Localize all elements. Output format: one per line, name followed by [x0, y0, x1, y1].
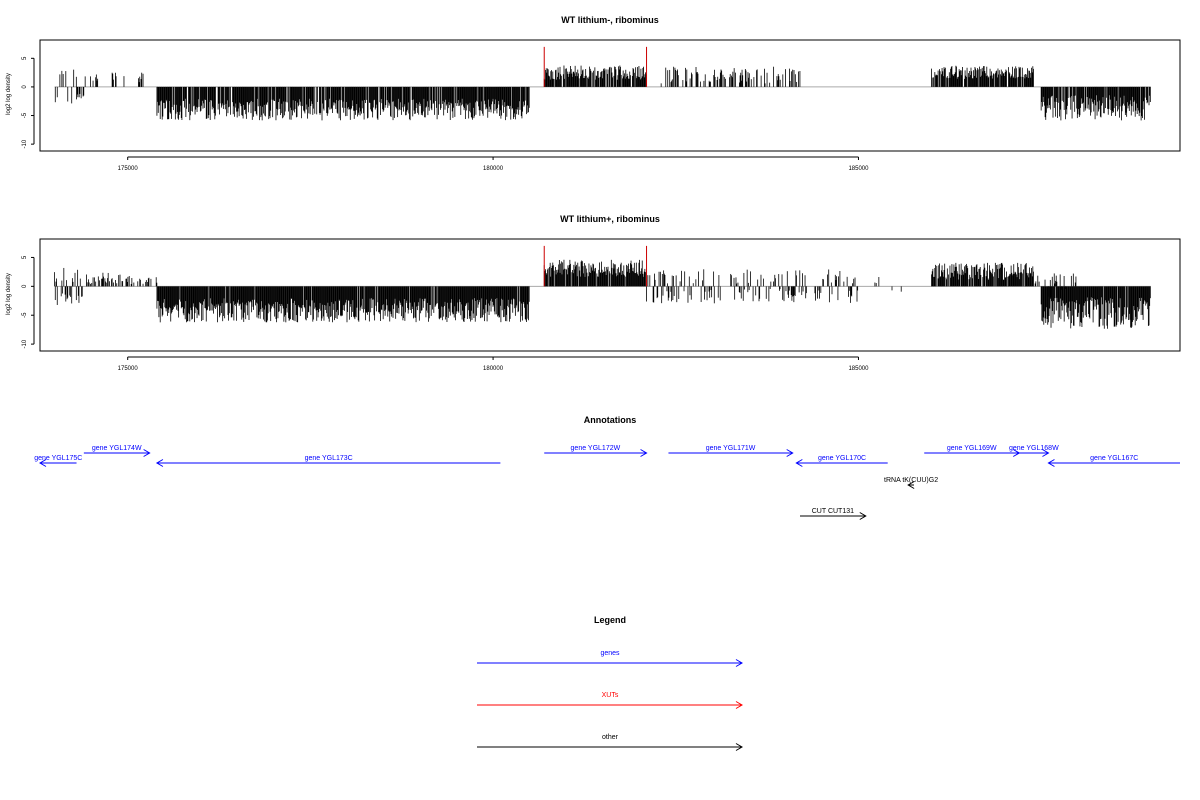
- annotation-feature: gene YGL172W: [544, 445, 648, 457]
- legend-label: genes: [600, 650, 620, 657]
- annotation-label: gene YGL171W: [706, 445, 756, 452]
- annotation-label: gene YGL174W: [92, 445, 142, 452]
- arrowhead-icon: [735, 701, 743, 709]
- annotation-feature: gene YGL174W: [83, 445, 151, 457]
- annotation-label: gene YGL173C: [305, 455, 353, 462]
- annotation-label: gene YGL175C: [34, 455, 82, 462]
- annotation-feature: gene YGL175C: [34, 455, 82, 467]
- arrowhead-icon: [786, 449, 794, 457]
- axes: 5 0 -5 -10 175000 180000 185000: [22, 255, 869, 372]
- legend-label: other: [602, 734, 619, 741]
- data-bars: [54, 46, 1151, 121]
- x-tick-label: 175000: [118, 366, 139, 372]
- legend-item: other: [477, 734, 743, 751]
- arrowhead-icon: [39, 459, 47, 467]
- legend-item: XUTs: [477, 692, 743, 709]
- annotation-label: gene YGL168W: [1009, 445, 1059, 452]
- annotation-label: tRNA tK(CUU)G2: [884, 477, 938, 484]
- y-axis-label: log2 log density: [6, 273, 12, 315]
- annotation-feature: gene YGL173C: [155, 455, 501, 467]
- annotation-label: gene YGL170C: [818, 455, 866, 462]
- y-tick-label: -10: [22, 139, 28, 148]
- legend-label: XUTs: [602, 692, 619, 699]
- annotation-feature: gene YGL171W: [668, 445, 794, 457]
- x-tick-label: 175000: [118, 166, 139, 172]
- arrowhead-icon: [735, 743, 743, 751]
- chart-panel-lithium-minus: WT lithium-, ribominus log2 log density …: [6, 15, 1181, 172]
- y-axis-label: log2 log density: [6, 73, 12, 115]
- annotation-label: CUT CUT131: [812, 508, 854, 515]
- x-tick-label: 180000: [483, 366, 504, 372]
- x-tick-label: 185000: [848, 366, 869, 372]
- y-tick-label: -10: [22, 339, 28, 348]
- arrowhead-icon: [1047, 459, 1055, 467]
- annotation-feature: CUT CUT131: [800, 508, 867, 520]
- annotation-label: gene YGL172W: [571, 445, 621, 452]
- annotation-features: gene YGL175C gene YGL174W gene YGL173C gene…: [34, 445, 1180, 520]
- legend: Legend genes XUTs other: [477, 615, 743, 751]
- arrowhead-icon: [1042, 449, 1050, 457]
- y-tick-label: 5: [22, 56, 28, 60]
- data-bars: [54, 245, 1151, 329]
- x-tick-label: 180000: [483, 166, 504, 172]
- annotation-feature: gene YGL168W: [1009, 445, 1059, 457]
- y-tick-label: 5: [22, 255, 28, 259]
- chart-panel-lithium-plus: WT lithium+, ribominus log2 log density …: [6, 214, 1181, 372]
- legend-item: genes: [477, 650, 743, 667]
- legend-items: genes XUTs other: [477, 650, 743, 751]
- arrowhead-icon: [155, 459, 164, 467]
- arrowhead-icon: [859, 512, 867, 520]
- annotation-feature: tRNA tK(CUU)G2: [884, 477, 938, 489]
- legend-title: Legend: [594, 615, 626, 625]
- arrowhead-icon: [907, 481, 915, 489]
- annotation-label: gene YGL169W: [947, 445, 997, 452]
- axes: 5 0 -5 -10 175000 180000 185000: [22, 56, 869, 172]
- arrowhead-icon: [143, 449, 151, 457]
- arrowhead-icon: [735, 659, 743, 667]
- annotations-title: Annotations: [584, 415, 637, 425]
- arrowhead-icon: [640, 449, 648, 457]
- y-tick-label: -5: [22, 312, 28, 318]
- y-tick-label: 0: [22, 85, 28, 89]
- annotation-feature: gene YGL170C: [795, 455, 888, 467]
- plot-frame: [39, 39, 1181, 152]
- x-tick-label: 185000: [848, 166, 869, 172]
- arrowhead-icon: [795, 459, 803, 467]
- annotation-label: gene YGL167C: [1090, 455, 1138, 462]
- y-tick-label: -5: [22, 112, 28, 118]
- chart-title: WT lithium+, ribominus: [560, 214, 660, 224]
- annotation-feature: gene YGL167C: [1047, 455, 1180, 467]
- plot-frame: [39, 238, 1181, 352]
- y-tick-label: 0: [22, 284, 28, 288]
- chart-title: WT lithium-, ribominus: [561, 15, 659, 25]
